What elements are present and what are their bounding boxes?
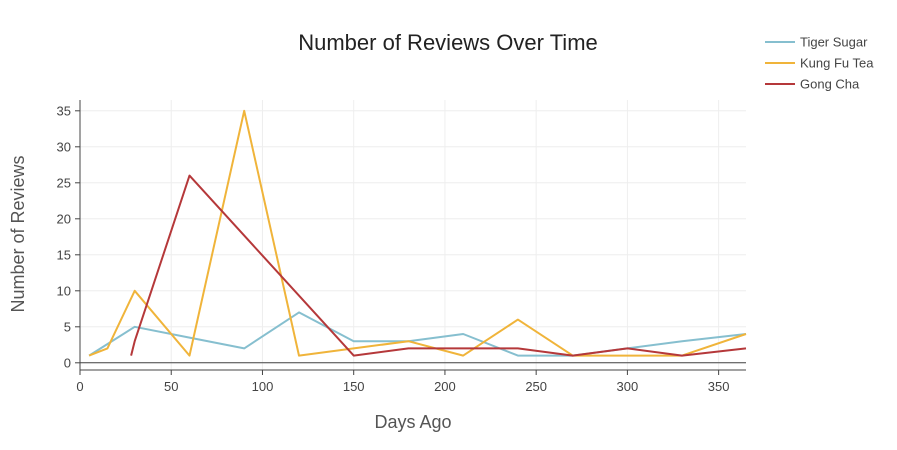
x-tick-label: 100: [252, 379, 274, 394]
x-tick-label: 250: [525, 379, 547, 394]
legend-item-tiger-sugar[interactable]: Tiger Sugar: [765, 35, 868, 50]
y-tick-label: 0: [64, 355, 71, 370]
x-tick-label: 350: [708, 379, 730, 394]
tick-labels: 0 50 100 150 200 250 300 350 0 5 10 15 20 25 30 35: [57, 103, 730, 394]
x-tick-label: 150: [343, 379, 365, 394]
series-line-kung-fu-tea: [88, 109, 747, 357]
legend-item-gong-cha[interactable]: Gong Cha: [765, 77, 860, 92]
y-tick-label: 25: [57, 175, 71, 190]
series-group: [88, 109, 747, 357]
x-tick-label: 200: [434, 379, 456, 394]
legend[interactable]: Tiger Sugar Kung Fu Tea Gong Cha: [765, 35, 874, 92]
y-tick-label: 35: [57, 103, 71, 118]
legend-label: Tiger Sugar: [800, 35, 868, 50]
y-tick-label: 10: [57, 283, 71, 298]
legend-item-kung-fu-tea[interactable]: Kung Fu Tea: [765, 56, 874, 71]
x-axis-title: Days Ago: [374, 412, 451, 432]
y-tick-label: 20: [57, 211, 71, 226]
y-tick-label: 5: [64, 319, 71, 334]
y-tick-label: 30: [57, 139, 71, 154]
grid: [79, 100, 746, 370]
chart-title: Number of Reviews Over Time: [298, 30, 598, 55]
x-tick-label: 300: [617, 379, 639, 394]
legend-label: Kung Fu Tea: [800, 56, 874, 71]
x-tick-label: 50: [164, 379, 178, 394]
axes: [75, 100, 746, 375]
x-tick-label: 0: [76, 379, 83, 394]
legend-label: Gong Cha: [800, 77, 860, 92]
y-axis-title: Number of Reviews: [8, 155, 28, 312]
y-tick-label: 15: [57, 247, 71, 262]
series-line-gong-cha: [130, 174, 747, 357]
